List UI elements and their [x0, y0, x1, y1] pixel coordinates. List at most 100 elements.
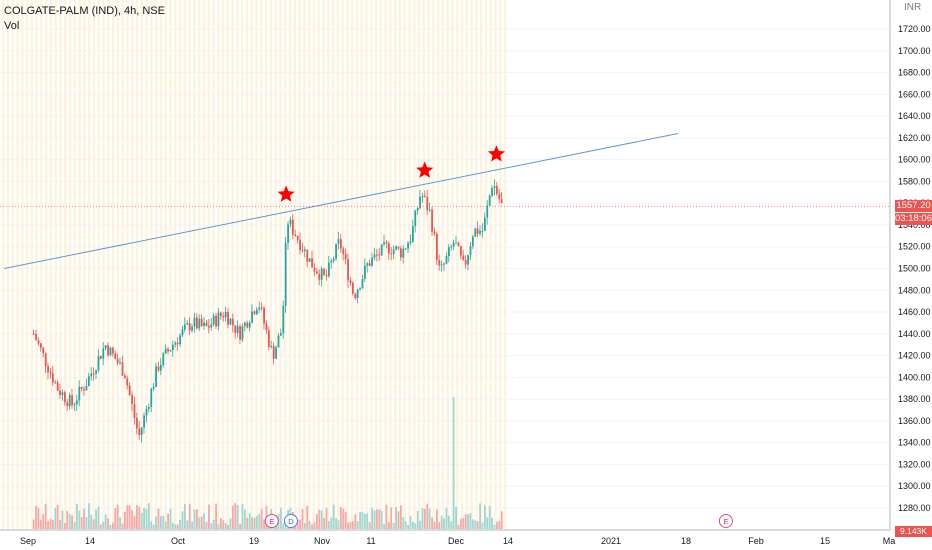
candle-body	[152, 386, 155, 389]
candle-body	[414, 210, 417, 227]
candle-body	[471, 236, 474, 247]
volume-bar	[102, 521, 105, 529]
time-tick-label: Ma	[883, 536, 896, 546]
session-band	[150, 0, 153, 530]
star-icon	[487, 145, 505, 162]
candle-body	[385, 242, 388, 244]
volume-bar	[188, 503, 191, 529]
volume-bars	[32, 397, 503, 529]
candle-body	[155, 366, 157, 387]
candle-body	[135, 418, 138, 429]
candle-body	[85, 385, 88, 391]
volume-bar	[162, 515, 165, 529]
candle-body	[35, 333, 37, 341]
candle-body	[169, 350, 172, 352]
session-band	[135, 0, 139, 530]
session-band	[350, 0, 354, 530]
price-tick-label: 1420.00	[898, 351, 931, 361]
volume-bar	[443, 518, 445, 529]
volume-bar	[440, 515, 443, 529]
volume-bar	[59, 519, 61, 529]
volume-bar	[476, 521, 479, 529]
candle-body	[99, 356, 102, 359]
time-tick-label: Sep	[20, 536, 36, 546]
volume-bar	[481, 522, 484, 529]
candle-body	[56, 382, 59, 391]
volume-bar	[325, 508, 328, 529]
volume-bar	[97, 506, 100, 529]
volume-bar	[385, 504, 388, 529]
candle-body	[287, 224, 289, 243]
volume-bar	[47, 520, 49, 529]
candle-body	[296, 235, 299, 240]
session-band	[379, 0, 383, 530]
price-tick-label: 1620.00	[898, 133, 931, 143]
candle-body	[318, 273, 321, 280]
price-tick-label: 1360.00	[898, 416, 931, 426]
candle-body	[73, 404, 76, 406]
event-marker-label: E	[723, 517, 728, 526]
session-band	[413, 0, 416, 530]
volume-bar	[246, 517, 249, 529]
volume-bar	[500, 511, 503, 529]
star-icon	[277, 185, 295, 202]
candle-body	[205, 322, 208, 327]
volume-bar	[200, 516, 203, 529]
candle-body	[39, 343, 42, 348]
candle-body	[90, 373, 93, 377]
volume-bar	[366, 513, 369, 529]
candle-body	[306, 249, 309, 262]
candle-body	[66, 402, 69, 407]
candle-body	[42, 347, 45, 354]
candle-body	[474, 228, 477, 237]
volume-bar	[378, 509, 381, 529]
price-tick-label: 1700.00	[898, 46, 931, 56]
session-band	[68, 0, 72, 530]
session-band	[92, 0, 96, 530]
volume-bar	[452, 397, 455, 529]
candle-body	[191, 326, 193, 331]
session-band	[274, 0, 277, 530]
session-band	[422, 0, 426, 530]
volume-bar	[51, 519, 54, 529]
volume-bar	[260, 508, 263, 529]
volume-bar	[133, 515, 136, 529]
candle-body	[95, 370, 97, 374]
session-band	[97, 0, 100, 530]
volume-bar	[231, 505, 234, 529]
volume-bar	[493, 524, 496, 529]
session-band	[102, 0, 105, 530]
volume-bar	[215, 503, 217, 529]
candle-body	[145, 408, 148, 416]
price-tick-label: 1520.00	[898, 242, 931, 252]
candle-body	[455, 242, 457, 244]
volume-bar	[327, 521, 330, 529]
volume-bar	[253, 517, 256, 529]
candle-body	[104, 345, 107, 349]
session-band	[174, 0, 177, 530]
candle-body	[459, 245, 462, 256]
candle-body	[243, 322, 246, 327]
candle-body	[325, 274, 328, 277]
candle-body	[371, 257, 373, 266]
volume-bar	[236, 504, 239, 529]
volume-bar	[191, 521, 193, 529]
session-band	[389, 0, 392, 530]
volume-bar	[90, 514, 93, 529]
volume-bar	[390, 507, 393, 529]
price-tick-label: 1320.00	[898, 459, 931, 469]
volume-bar	[169, 508, 172, 529]
candle-body	[467, 255, 469, 265]
volume-label: Vol	[4, 20, 20, 32]
price-tick-label: 1380.00	[898, 394, 931, 404]
volume-bar	[210, 523, 213, 529]
price-tick-label: 1580.00	[898, 176, 931, 186]
session-band	[30, 0, 34, 530]
volume-bar	[474, 520, 477, 529]
session-band	[207, 0, 210, 530]
session-band	[226, 0, 230, 530]
volume-bar	[121, 523, 124, 529]
volume-bar	[116, 504, 119, 529]
price-tick-label: 1400.00	[898, 372, 931, 382]
